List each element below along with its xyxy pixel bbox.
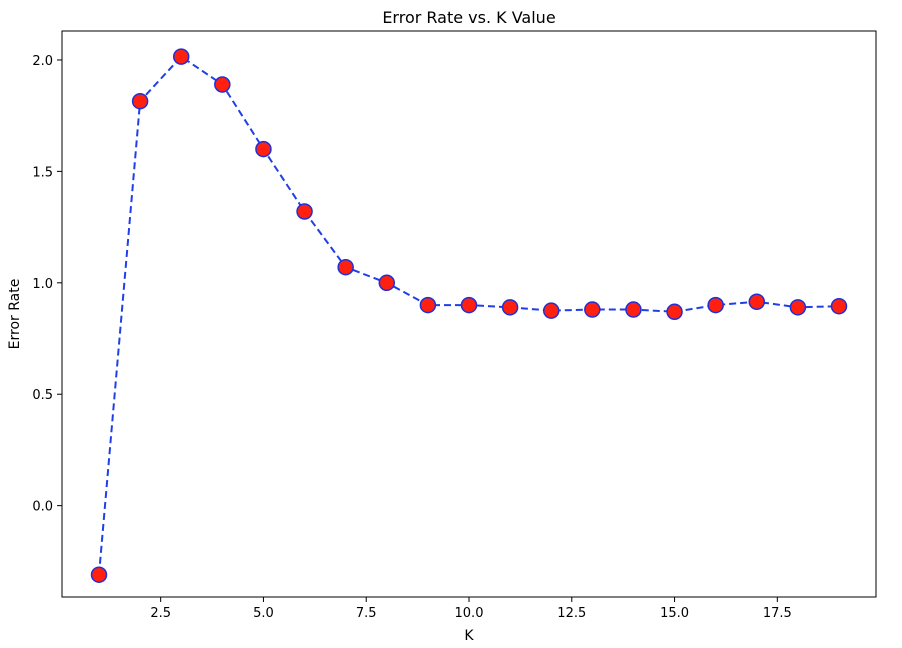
data-point <box>460 296 478 314</box>
y-tick-label: 1.5 <box>32 165 53 180</box>
data-point <box>172 48 190 65</box>
plot-frame <box>61 30 877 598</box>
data-point <box>707 296 724 314</box>
data-point <box>378 274 396 292</box>
data-point <box>214 76 231 93</box>
data-point <box>748 293 766 310</box>
x-axis-label: K <box>464 628 474 644</box>
x-tick-label: 12.5 <box>557 606 586 621</box>
x-tick-label: 2.5 <box>150 606 171 621</box>
y-tick-label: 1.0 <box>32 277 53 292</box>
series-layer <box>90 48 848 583</box>
data-point <box>296 203 313 220</box>
data-point <box>131 92 149 110</box>
data-point <box>419 296 437 314</box>
data-point <box>90 566 108 583</box>
chart-title: Error Rate vs. K Value <box>382 8 555 27</box>
y-tick-label: 2.0 <box>32 54 53 69</box>
y-axis-label: Error Rate <box>7 279 23 350</box>
x-tick-label: 15.0 <box>660 606 689 621</box>
data-point <box>789 299 807 316</box>
data-point <box>625 301 642 318</box>
x-tick-label: 10.0 <box>455 606 484 621</box>
x-tick-label: 17.5 <box>763 606 792 621</box>
y-tick-label: 0.5 <box>32 388 53 403</box>
data-point <box>501 299 519 316</box>
x-tick-label: 7.5 <box>356 606 377 621</box>
data-point <box>830 297 848 315</box>
y-tick-label: 0.0 <box>32 500 53 515</box>
axes: 2.5 5.0 7.5 10.0 12.5 15.0 17.5 0.0 0.5 1.0 1.5 2.0 <box>32 54 791 621</box>
data-point <box>255 140 272 158</box>
data-point <box>542 302 560 319</box>
data-point <box>337 258 354 276</box>
data-point <box>666 303 683 321</box>
x-tick-label: 5.0 <box>253 606 274 621</box>
data-point <box>584 301 601 318</box>
